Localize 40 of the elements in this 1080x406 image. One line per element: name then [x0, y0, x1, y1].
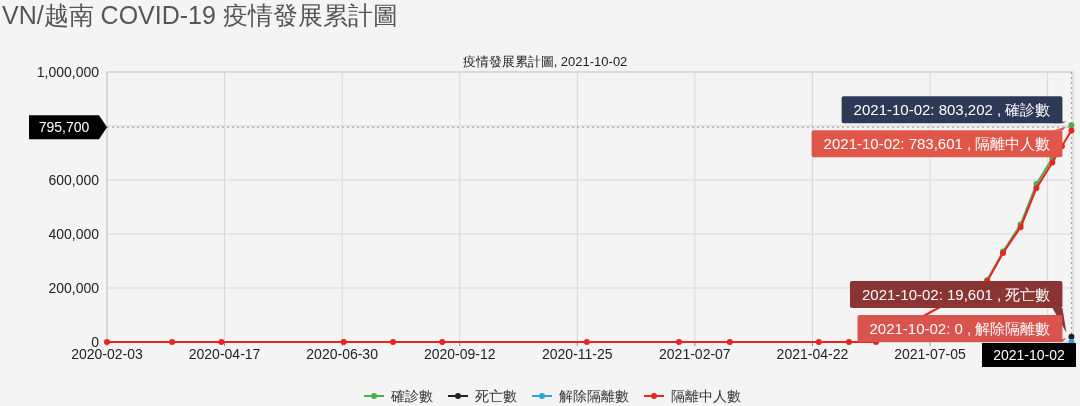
point — [815, 339, 822, 345]
x-tick-label: 2021-02-07 — [659, 346, 731, 362]
ref-line-label: 795,700 — [38, 119, 90, 136]
point — [1068, 127, 1075, 134]
point — [1033, 185, 1040, 192]
chart-title: VN/越南 COVID-19 疫情發展累計圖 — [2, 1, 398, 29]
point — [439, 339, 446, 345]
legend-label: 確診數 — [390, 388, 433, 404]
y-tick-label: 1,000,000 — [36, 64, 100, 80]
x-tick-label: 2020-06-30 — [306, 346, 379, 362]
legend-label: 死亡數 — [475, 388, 517, 404]
x-tick-label: 2021-07-05 — [894, 346, 967, 362]
x-tick-label: 2021-04-22 — [776, 346, 849, 362]
tooltip: 2021-10-02: 803,202 , 確診數 — [841, 96, 1067, 124]
x-tick-label: 2020-11-25 — [542, 346, 613, 362]
point — [389, 339, 396, 345]
point — [726, 339, 733, 345]
point — [218, 339, 225, 345]
tooltip: 2021-10-02: 783,601 , 隔離中人數 — [811, 126, 1067, 158]
legend-label: 解除隔離數 — [559, 388, 629, 404]
tooltip: 2021-10-02: 0 , 解除隔離數 — [857, 315, 1067, 342]
point — [1068, 122, 1075, 129]
chart-subtitle: 疫情發展累計圖, 2021-10-02 — [462, 54, 628, 69]
annotation: 2021-10-02: 803,202 , 確診數 — [853, 101, 1051, 119]
legend-label: 隔離中人數 — [671, 388, 741, 404]
point — [675, 339, 682, 345]
annotation: 2021-10-02: 0 , 解除隔離數 — [869, 320, 1051, 337]
point — [1049, 159, 1056, 166]
x-tick-label: 2020-04-17 — [188, 346, 261, 362]
annotation: 2021-10-02: 19,601 , 死亡數 — [861, 286, 1051, 303]
point — [169, 339, 176, 345]
point — [845, 339, 852, 345]
point — [340, 339, 347, 345]
y-tick-label: 200,000 — [48, 280, 100, 296]
annotation: 2021-10-02: 783,601 , 隔離中人數 — [823, 135, 1051, 153]
y-tick-label: 600,000 — [48, 172, 100, 188]
x-tick-label: 2020-09-12 — [423, 346, 496, 362]
point — [583, 339, 590, 345]
ref-line-label: 2021-10-02 — [993, 347, 1066, 363]
y-tick-label: 400,000 — [48, 226, 100, 242]
